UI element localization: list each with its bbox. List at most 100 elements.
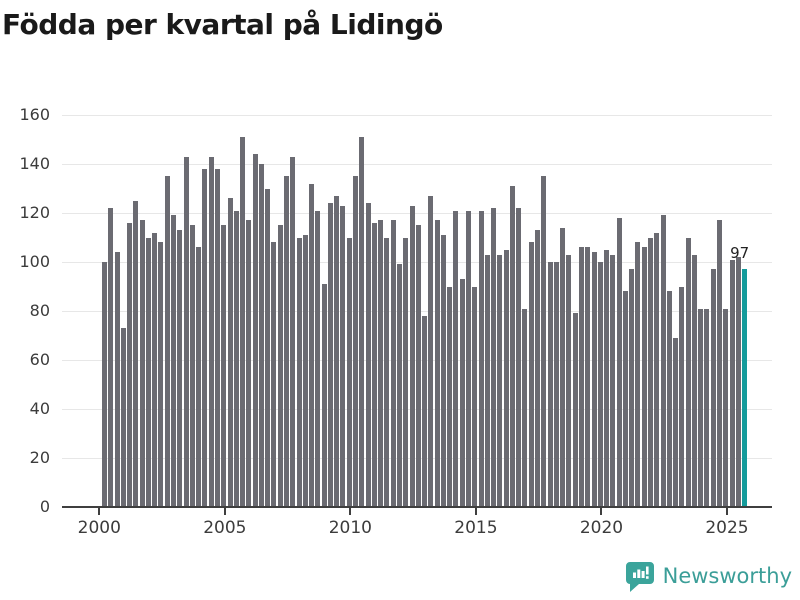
y-tick-label-140: 140	[19, 154, 50, 173]
bar-2015Q1	[478, 210, 484, 507]
bar-2019Q1	[578, 247, 584, 507]
last-bar-value-label: 97	[730, 244, 750, 263]
bar-2025Q2	[735, 257, 741, 507]
bar-2008Q3	[315, 210, 321, 507]
gridline-120	[62, 213, 772, 214]
bar-2009Q2	[334, 195, 340, 507]
bar-2015Q3	[491, 208, 497, 507]
bar-2012Q1	[403, 237, 409, 507]
y-tick-label-100: 100	[19, 252, 50, 271]
bar-2009Q3	[340, 205, 346, 507]
bar-2020Q3	[616, 217, 622, 507]
x-tick-mark-2000	[98, 508, 101, 515]
bar-2000Q3	[114, 252, 120, 507]
bar-2021Q4	[648, 237, 653, 507]
bar-2002Q2	[158, 242, 164, 507]
bar-2004Q3	[214, 168, 220, 507]
bar-2012Q2	[409, 205, 415, 507]
bar-2023Q4	[698, 308, 704, 507]
bar-2024Q1	[704, 308, 710, 507]
y-tick-label-60: 60	[29, 350, 50, 369]
bar-2024Q2	[710, 269, 716, 507]
bar-2008Q4	[321, 284, 327, 507]
bar-2010Q1	[353, 176, 359, 507]
bar-2019Q3	[591, 252, 597, 507]
bar-2012Q4	[422, 315, 428, 507]
bar-2010Q2	[359, 137, 365, 507]
bar-2025Q3	[742, 269, 748, 507]
bar-2011Q3	[390, 220, 396, 507]
x-tick-mark-2010	[349, 508, 352, 515]
bar-2021Q3	[641, 247, 647, 507]
bar-2002Q3	[164, 176, 170, 507]
bar-2008Q2	[309, 183, 315, 507]
x-tick-mark-2005	[223, 508, 226, 515]
bar-2014Q4	[472, 286, 478, 507]
bar-2014Q3	[466, 210, 471, 507]
bar-2002Q4	[171, 215, 177, 507]
bar-2018Q2	[560, 227, 566, 507]
x-tick-label-2015: 2015	[454, 518, 498, 538]
bar-2025Q1	[729, 259, 735, 507]
bar-2015Q2	[484, 254, 490, 507]
bar-2021Q1	[629, 269, 635, 507]
x-tick-label-2025: 2025	[705, 518, 749, 538]
bar-2024Q4	[723, 308, 729, 507]
bar-2011Q2	[384, 237, 390, 507]
bar-2011Q4	[396, 264, 402, 507]
bar-2010Q4	[371, 222, 377, 507]
bar-2007Q2	[284, 176, 289, 507]
bar-2023Q3	[691, 254, 697, 507]
bar-2006Q2	[258, 164, 264, 507]
bar-2020Q1	[604, 249, 610, 507]
bar-2018Q4	[572, 313, 578, 507]
bar-2003Q2	[183, 156, 189, 507]
brand-name: Newsworthy	[662, 564, 792, 588]
bar-2003Q1	[177, 230, 183, 507]
bar-2005Q1	[227, 198, 233, 507]
bar-2020Q4	[622, 291, 628, 507]
bar-2001Q2	[133, 200, 139, 507]
bar-2007Q1	[277, 225, 283, 507]
bar-2013Q1	[428, 195, 434, 507]
bar-2023Q2	[685, 237, 691, 507]
gridline-160	[62, 115, 772, 116]
gridline-140	[62, 164, 772, 165]
bar-2017Q2	[535, 230, 541, 507]
chart-title: Födda per kvartal på Lidingö	[2, 8, 443, 41]
x-tick-label-2010: 2010	[328, 518, 372, 538]
bar-2007Q4	[296, 237, 302, 507]
bar-2022Q1	[654, 232, 660, 507]
bar-2009Q1	[327, 203, 333, 507]
bar-2013Q2	[434, 220, 440, 507]
bar-2022Q3	[666, 291, 672, 507]
bar-2017Q1	[528, 242, 534, 507]
bar-2016Q1	[503, 249, 509, 507]
y-tick-label-120: 120	[19, 203, 50, 222]
bar-chart-plot-area	[62, 115, 772, 507]
bar-2004Q2	[208, 156, 214, 507]
bar-2015Q4	[497, 254, 503, 507]
bar-2000Q2	[108, 208, 114, 507]
bar-2017Q4	[547, 262, 553, 507]
newsworthy-logo-icon	[625, 562, 654, 592]
bar-2022Q4	[673, 337, 679, 507]
bar-2014Q2	[459, 279, 465, 507]
x-tick-label-2005: 2005	[203, 518, 247, 538]
bar-2017Q3	[541, 176, 547, 507]
y-tick-label-40: 40	[29, 399, 50, 418]
bar-2019Q2	[585, 247, 591, 507]
y-tick-label-20: 20	[29, 448, 50, 467]
bar-2000Q4	[120, 328, 126, 507]
bar-2006Q4	[271, 242, 277, 507]
x-tick-mark-2025	[726, 508, 728, 515]
bar-2018Q3	[566, 254, 572, 507]
y-tick-label-160: 160	[19, 105, 50, 124]
x-tick-mark-2020	[600, 508, 603, 515]
bar-2001Q4	[145, 237, 151, 507]
bar-2003Q4	[196, 247, 202, 507]
bar-2014Q1	[453, 210, 459, 507]
bar-2020Q2	[610, 254, 616, 507]
bar-2011Q1	[378, 220, 384, 507]
